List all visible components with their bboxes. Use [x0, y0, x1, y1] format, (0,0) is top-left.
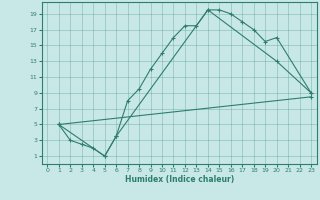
X-axis label: Humidex (Indice chaleur): Humidex (Indice chaleur)	[124, 175, 234, 184]
